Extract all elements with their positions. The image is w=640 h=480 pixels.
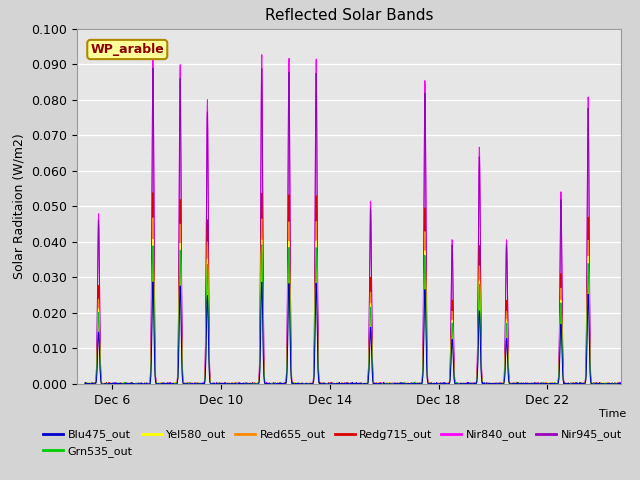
Red655_out	[149, 215, 157, 221]
Red655_out	[279, 381, 287, 386]
Line: Grn535_out: Grn535_out	[85, 245, 629, 384]
Legend: Blu475_out, Grn535_out, Yel580_out, Red655_out, Redg715_out, Nir840_out, Nir945_: Blu475_out, Grn535_out, Yel580_out, Red6…	[39, 425, 626, 461]
Grn535_out	[258, 245, 266, 251]
Nir840_out	[596, 381, 604, 386]
Grn535_out	[593, 381, 600, 387]
Grn535_out	[258, 242, 266, 248]
Nir840_out	[625, 381, 633, 386]
Nir840_out	[368, 306, 376, 312]
Blu475_out	[368, 358, 376, 364]
Line: Blu475_out: Blu475_out	[85, 282, 629, 384]
Yel580_out	[593, 381, 600, 387]
Yel580_out	[149, 236, 157, 242]
Yel580_out	[81, 380, 89, 386]
Red655_out	[81, 381, 89, 386]
Line: Yel580_out: Yel580_out	[85, 239, 629, 384]
Yel580_out	[220, 381, 227, 386]
Redg715_out	[219, 381, 227, 387]
Red655_out	[596, 380, 604, 386]
Text: WP_arable: WP_arable	[90, 43, 164, 56]
Nir945_out	[593, 381, 600, 387]
Redg715_out	[593, 381, 600, 387]
Grn535_out	[596, 381, 604, 387]
Blu475_out	[596, 380, 604, 385]
Nir840_out	[258, 52, 266, 58]
Blu475_out	[258, 279, 266, 285]
Redg715_out	[596, 381, 604, 387]
Line: Redg715_out: Redg715_out	[85, 192, 629, 384]
Nir945_out	[81, 381, 89, 387]
Y-axis label: Solar Raditaion (W/m2): Solar Raditaion (W/m2)	[13, 133, 26, 279]
Yel580_out	[258, 237, 266, 243]
Grn535_out	[81, 381, 89, 387]
Grn535_out	[81, 380, 89, 386]
Red655_out	[220, 381, 227, 386]
Yel580_out	[625, 381, 633, 387]
Yel580_out	[279, 381, 287, 387]
Grn535_out	[219, 381, 227, 386]
Nir945_out	[596, 381, 604, 386]
Nir945_out	[258, 70, 266, 75]
Redg715_out	[368, 320, 376, 325]
Blu475_out	[279, 381, 287, 386]
Line: Nir840_out: Nir840_out	[85, 53, 629, 384]
Blu475_out	[625, 381, 633, 387]
Nir840_out	[279, 380, 287, 386]
Nir945_out	[149, 65, 157, 71]
Nir840_out	[149, 50, 157, 56]
Grn535_out	[279, 381, 287, 387]
Grn535_out	[625, 381, 633, 387]
Redg715_out	[279, 381, 287, 387]
Redg715_out	[81, 381, 89, 387]
Blu475_out	[149, 279, 157, 285]
Yel580_out	[82, 381, 90, 387]
Nir840_out	[220, 381, 227, 386]
Red655_out	[625, 381, 633, 387]
Yel580_out	[368, 348, 376, 354]
Blu475_out	[81, 380, 89, 386]
Text: Time: Time	[599, 409, 626, 419]
Nir945_out	[219, 381, 227, 387]
Red655_out	[258, 216, 266, 222]
Line: Nir945_out: Nir945_out	[85, 68, 629, 384]
Grn535_out	[368, 349, 376, 355]
Nir840_out	[593, 381, 600, 386]
Redg715_out	[149, 190, 157, 195]
Red655_out	[81, 381, 89, 387]
Nir945_out	[279, 381, 287, 387]
Nir945_out	[368, 279, 376, 285]
Title: Reflected Solar Bands: Reflected Solar Bands	[264, 9, 433, 24]
Red655_out	[368, 343, 376, 348]
Nir840_out	[82, 381, 90, 387]
Red655_out	[593, 381, 600, 387]
Redg715_out	[258, 193, 266, 199]
Blu475_out	[83, 381, 90, 387]
Blu475_out	[593, 381, 600, 387]
Redg715_out	[625, 381, 633, 387]
Line: Red655_out: Red655_out	[85, 218, 629, 384]
Nir945_out	[625, 381, 633, 387]
Nir840_out	[81, 381, 89, 386]
Yel580_out	[596, 380, 604, 385]
Blu475_out	[220, 381, 227, 387]
